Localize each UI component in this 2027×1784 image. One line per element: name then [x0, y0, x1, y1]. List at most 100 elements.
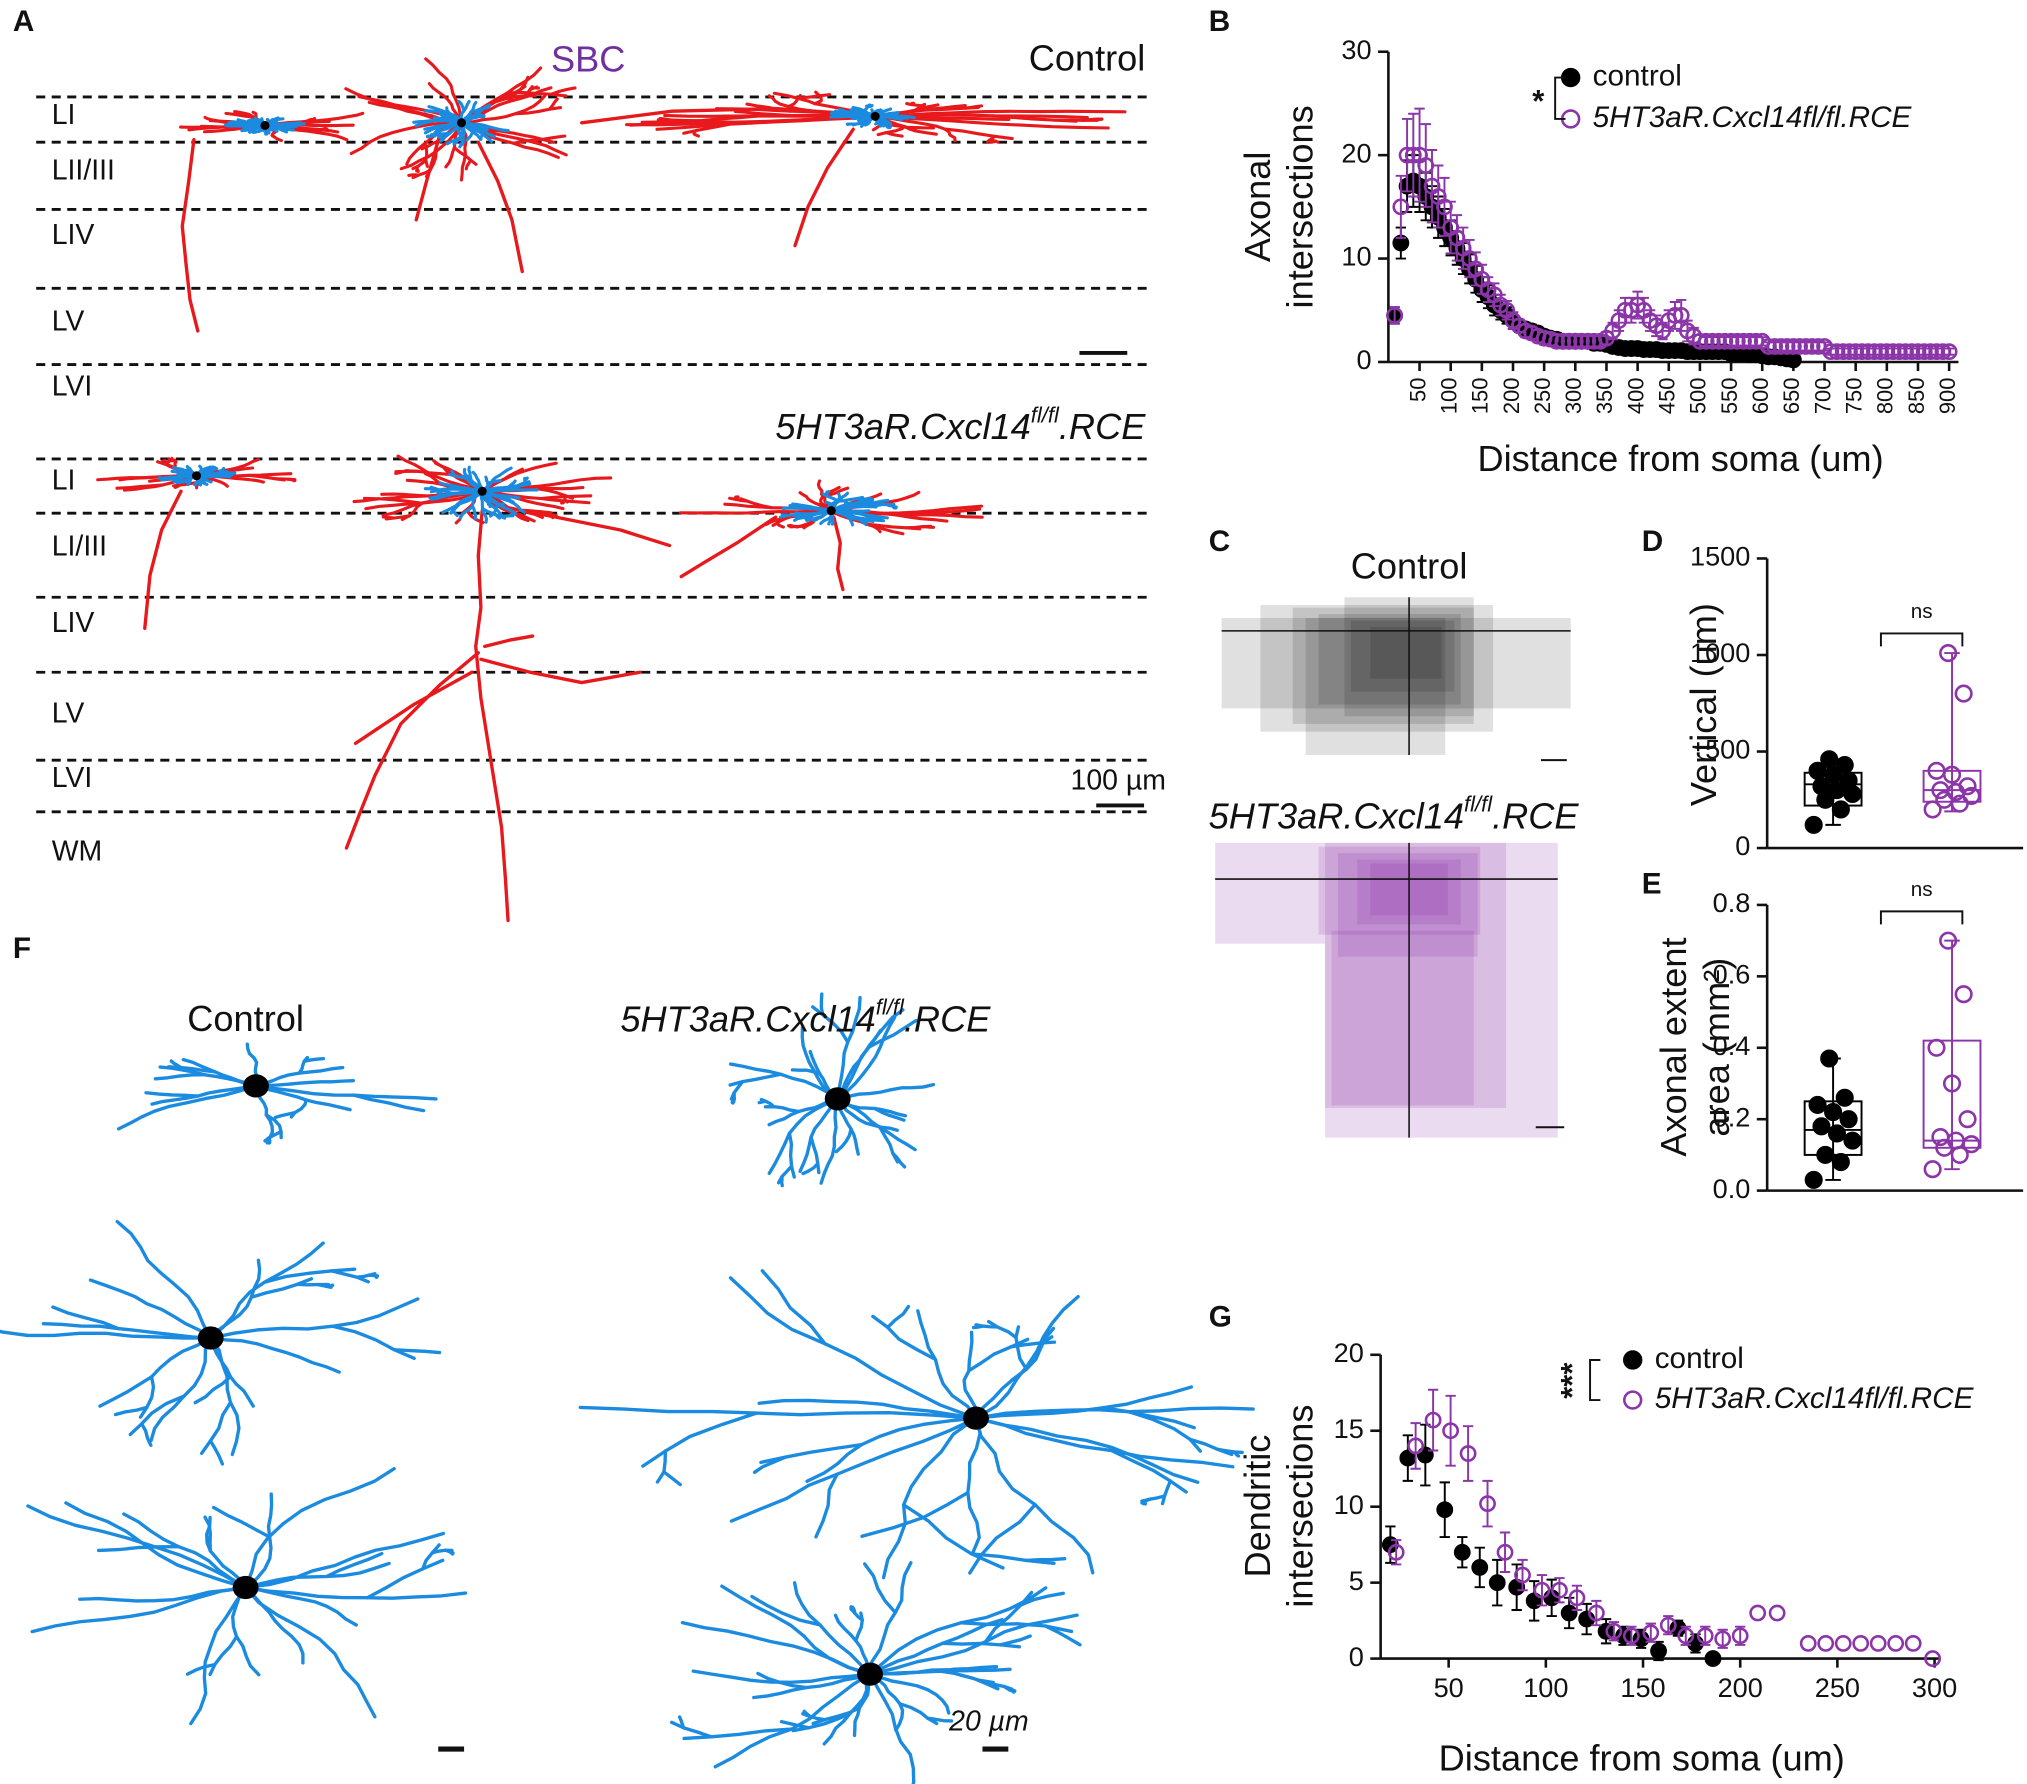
data-point	[1453, 1543, 1471, 1561]
heat-tile	[1337, 853, 1478, 957]
neurite	[836, 1082, 936, 1101]
neurite	[868, 1586, 1048, 1676]
neurite	[295, 1282, 331, 1287]
neurite	[905, 102, 924, 108]
neurite	[805, 1416, 978, 1483]
x-tick-label: 50	[1405, 377, 1430, 401]
y-tick-label: 10	[1334, 1489, 1364, 1520]
error-bar	[1420, 123, 1431, 208]
y-tick-label: 0.6	[1713, 959, 1751, 990]
y-tick-label: 0	[1356, 344, 1371, 375]
y-tick-label: 1000	[1690, 637, 1750, 668]
neurite	[243, 1492, 274, 1590]
panel-title: SBC	[551, 39, 625, 80]
data-point	[1939, 931, 1958, 950]
neurite	[88, 1278, 213, 1340]
neurite	[834, 1127, 853, 1154]
neurite	[302, 1056, 326, 1064]
data-point	[1804, 1170, 1823, 1189]
x-tick-label: 650	[1779, 377, 1804, 414]
neurite	[263, 123, 296, 128]
y-axis-label: area (mm²)	[1696, 958, 1737, 1137]
layer-label: LIV	[52, 219, 95, 251]
data-point	[1387, 1543, 1405, 1561]
neurite	[800, 1026, 840, 1101]
neurite	[819, 992, 825, 1017]
data-point	[1946, 1131, 1965, 1150]
panel-label: E	[1642, 867, 1662, 900]
neurite	[966, 1416, 982, 1554]
neurite	[224, 111, 259, 120]
neurite	[428, 489, 484, 500]
neurite	[362, 496, 423, 505]
neurite	[167, 1065, 217, 1074]
y-axis-label: Axonal	[1237, 152, 1278, 263]
neurite	[329, 1269, 370, 1284]
neurite	[243, 1467, 396, 1590]
neurite	[678, 509, 833, 515]
data-point	[1808, 1095, 1827, 1114]
neurite	[763, 1105, 801, 1114]
data-point	[1923, 1160, 1942, 1179]
neurite	[423, 141, 429, 168]
panel-label: F	[13, 932, 31, 965]
data-point	[1568, 1589, 1586, 1607]
x-tick-label: 300	[1912, 1672, 1957, 1703]
neurite	[209, 1336, 255, 1408]
x-tick-label: 850	[1904, 377, 1929, 414]
neurite	[96, 1544, 181, 1553]
significance-bracket	[1879, 632, 1964, 647]
neurite	[208, 1439, 225, 1466]
heat-tile	[1305, 617, 1446, 755]
neurite	[289, 1098, 308, 1119]
mutant-heatmap	[1215, 842, 1558, 1138]
neurite	[728, 1276, 978, 1420]
axon	[483, 634, 535, 649]
genotype-sup: fl/fl	[1464, 791, 1493, 816]
neurite	[974, 1416, 1095, 1575]
neurite	[974, 1416, 1235, 1469]
neurite	[760, 1269, 827, 1346]
data-point	[1831, 800, 1850, 819]
neurite	[349, 121, 464, 156]
heat-tile	[1325, 842, 1507, 1108]
error-bar	[1499, 1531, 1511, 1573]
soma	[260, 120, 270, 130]
data-point	[1392, 198, 1410, 216]
neurite	[836, 1008, 905, 1101]
data-point	[1931, 1128, 1950, 1147]
neurite	[459, 121, 489, 132]
scale-bar-label: 20 µm	[948, 1706, 1029, 1738]
data-point	[1386, 307, 1404, 324]
data-point	[1514, 1566, 1531, 1584]
y-tick-label: 20	[1334, 1337, 1364, 1368]
neurite	[974, 1385, 1194, 1420]
neurite	[243, 1585, 468, 1600]
neurite	[209, 1336, 241, 1457]
neurite	[365, 1558, 445, 1600]
neurite	[128, 1394, 186, 1437]
data-point	[1714, 1630, 1732, 1648]
data-point	[1931, 781, 1950, 800]
layer-label: LI	[52, 99, 76, 131]
neurite	[480, 466, 513, 493]
data-point	[1824, 1103, 1843, 1122]
layer-label: LII/III	[52, 154, 115, 186]
neurite	[209, 1297, 420, 1340]
neurite	[199, 1400, 233, 1455]
data-point	[1587, 1604, 1605, 1622]
data-point	[1407, 1437, 1425, 1455]
neurite	[26, 1504, 248, 1590]
neurite	[829, 509, 889, 520]
neurite	[254, 1079, 355, 1088]
neurite	[459, 66, 543, 125]
layer-label: LI	[52, 465, 76, 497]
neurite	[30, 1585, 248, 1634]
neurite	[791, 1711, 852, 1733]
neurite	[208, 1635, 239, 1677]
neurite	[863, 1562, 898, 1615]
data-point	[1820, 1049, 1839, 1068]
condition-label: Control	[1029, 37, 1146, 78]
y-tick-label: 15	[1334, 1413, 1364, 1444]
neurite	[1127, 1409, 1202, 1453]
